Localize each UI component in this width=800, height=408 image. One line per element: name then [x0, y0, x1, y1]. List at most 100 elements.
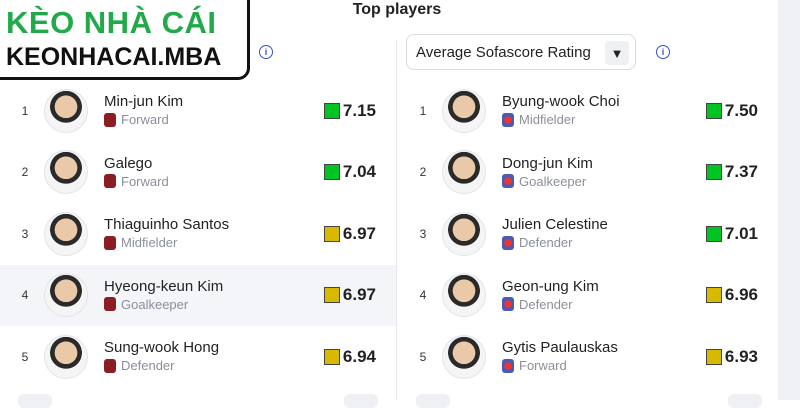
player-avatar	[44, 211, 88, 256]
player-row[interactable]: 5 Gytis Paulauskas Forward 6.93	[398, 326, 778, 387]
rank: 3	[21, 226, 29, 241]
player-position: Defender	[121, 358, 175, 373]
team-badge-icon	[104, 174, 116, 188]
rating-value: 6.94	[342, 346, 376, 366]
player-name: Sung-wook Hong	[104, 339, 220, 356]
player-position: Defender	[519, 235, 573, 250]
rank: 5	[419, 349, 427, 364]
rating-value: 6.96	[724, 285, 758, 304]
rating-color-square	[323, 164, 340, 180]
player-row[interactable]: 3 Thiaguinho Santos Midfielder 6.97	[0, 203, 396, 264]
section-title: Top players	[352, 1, 442, 18]
player-avatar	[44, 88, 88, 133]
player-avatar	[442, 211, 486, 256]
rating: 6.96	[705, 285, 758, 305]
rating: 7.50	[705, 100, 758, 121]
team-badge-icon	[502, 297, 514, 311]
info-icon[interactable]: i	[656, 45, 670, 59]
divider	[396, 40, 397, 400]
rank: 4	[419, 288, 427, 302]
player-position: Defender	[519, 296, 573, 312]
rank: 1	[419, 103, 427, 118]
prev-button[interactable]	[416, 394, 450, 408]
rating-value: 6.93	[724, 346, 758, 366]
scrollbar-track[interactable]	[778, 0, 800, 400]
team-badge-icon	[104, 358, 116, 373]
player-position: Forward	[519, 358, 567, 373]
rank: 4	[21, 288, 29, 302]
player-avatar	[44, 334, 88, 379]
next-button[interactable]	[344, 394, 378, 408]
player-avatar	[44, 273, 88, 317]
player-row[interactable]: 2 Dong-jun Kim Goalkeeper 7.37	[398, 142, 778, 203]
team-badge-icon	[502, 174, 514, 188]
player-position: Forward	[121, 112, 169, 127]
player-name: Julien Celestine	[502, 216, 608, 233]
rank: 2	[21, 165, 29, 179]
player-position: Goalkeeper	[121, 296, 189, 312]
player-name: Min-jun Kim	[104, 93, 184, 110]
player-row[interactable]: 1 Min-jun Kim Forward 7.15	[0, 80, 396, 141]
player-row[interactable]: 4 Hyeong-keun Kim Goalkeeper 6.97	[0, 264, 396, 326]
player-position: Goalkeeper	[519, 173, 587, 189]
rating: 7.15	[323, 100, 376, 121]
player-position: Midfielder	[121, 235, 178, 250]
player-name: Thiaguinho Santos	[104, 216, 230, 233]
watermark-logo: KÈO NHÀ CÁI KEONHACAI.MBA	[0, 0, 250, 80]
rating: 6.97	[323, 285, 376, 305]
player-row[interactable]: 5 Sung-wook Hong Defender 6.94	[0, 326, 396, 387]
rating-color-square	[705, 164, 722, 180]
rating-value: 6.97	[342, 223, 376, 243]
team-badge-icon	[104, 235, 116, 250]
rating-value: 7.15	[342, 100, 376, 120]
player-name: Dong-jun Kim	[502, 154, 593, 172]
info-icon[interactable]: i	[259, 45, 273, 59]
rating-value: 7.01	[724, 223, 758, 243]
rating-color-square	[705, 102, 722, 119]
rating: 7.04	[323, 162, 376, 182]
rank: 1	[21, 103, 29, 118]
logo-text: KÈO NHÀ CÁI	[6, 5, 217, 40]
rating-value: 7.50	[724, 100, 758, 120]
next-button[interactable]	[728, 394, 762, 408]
player-avatar	[442, 150, 486, 194]
team-badge-icon	[104, 112, 116, 127]
rating-value: 7.04	[342, 162, 376, 181]
rating-color-square	[323, 225, 340, 242]
team-badge-icon	[502, 112, 514, 127]
rating: 6.93	[705, 346, 758, 367]
player-row[interactable]: 1 Byung-wook Choi Midfielder 7.50	[398, 80, 778, 141]
caret-down-icon[interactable]: ▼	[605, 41, 629, 65]
rating: 6.97	[323, 223, 376, 244]
logo-url: KEONHACAI.MBA	[6, 43, 222, 71]
rating-color-square	[323, 102, 340, 119]
rank: 3	[419, 226, 427, 241]
player-row[interactable]: 3 Julien Celestine Defender 7.01	[398, 203, 778, 264]
team-badge-icon	[104, 297, 116, 311]
rating-color-square	[705, 348, 722, 365]
player-row[interactable]: 4 Geon-ung Kim Defender 6.96	[398, 265, 778, 326]
player-position: Midfielder	[519, 112, 576, 127]
player-avatar	[44, 150, 88, 194]
rating: 7.37	[705, 162, 758, 182]
player-name: Galego	[104, 154, 153, 172]
rating-color-square	[705, 225, 722, 242]
rank: 5	[21, 349, 29, 364]
player-avatar	[442, 334, 486, 379]
right-team-panel: Average Sofascore Rating ▼ i 1 Byung-woo…	[398, 0, 778, 408]
stat-select-value: Average Sofascore Rating	[416, 43, 591, 61]
rating: 7.01	[705, 223, 758, 244]
prev-button[interactable]	[18, 394, 52, 408]
rating-value: 7.37	[724, 162, 758, 181]
player-avatar	[442, 88, 486, 133]
player-name: Gytis Paulauskas	[502, 339, 618, 356]
team-badge-icon	[502, 235, 514, 250]
stat-select[interactable]: Average Sofascore Rating ▼	[406, 34, 636, 70]
player-row[interactable]: 2 Galego Forward 7.04	[0, 142, 396, 203]
player-avatar	[442, 273, 486, 317]
rating: 6.94	[323, 346, 376, 367]
rank: 2	[419, 165, 427, 179]
player-position: Forward	[121, 173, 169, 189]
player-name: Byung-wook Choi	[502, 93, 620, 110]
player-name: Geon-ung Kim	[502, 277, 599, 295]
